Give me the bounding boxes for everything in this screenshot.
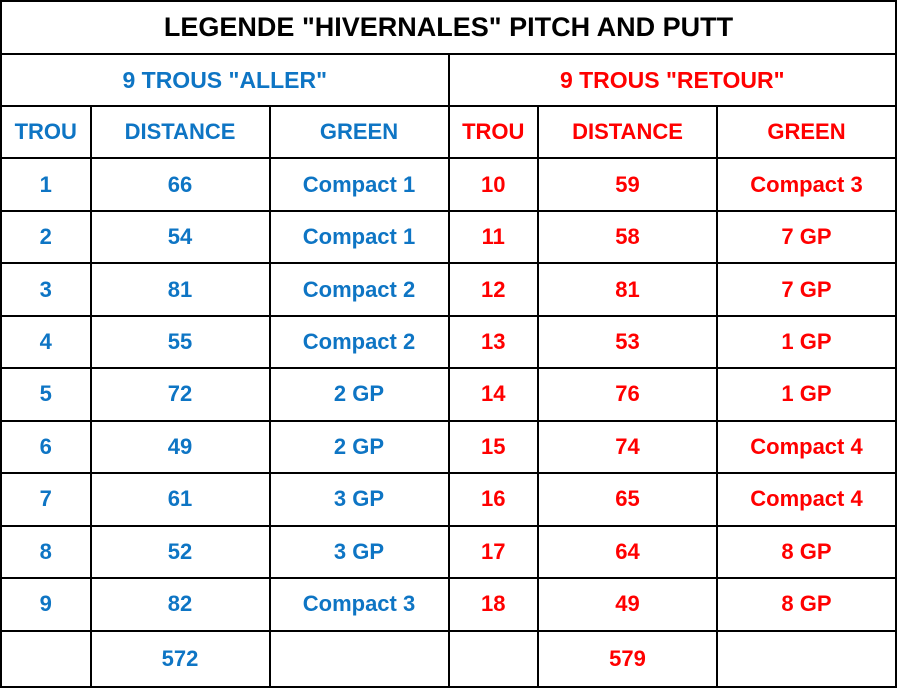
aller-green-cell: Compact 1: [268, 209, 450, 265]
aller-distance-column-header: DISTANCE: [89, 104, 271, 160]
retour-total-trou-empty-cell: [447, 629, 539, 688]
aller-green-cell: Compact 2: [268, 262, 450, 317]
aller-trou-cell: 8: [0, 524, 92, 580]
aller-total-distance-cell: 572: [89, 629, 271, 688]
retour-trou-column-header: TROU: [447, 104, 539, 160]
retour-trou-cell: 14: [447, 367, 539, 422]
retour-trou-cell: 15: [447, 419, 539, 475]
table-row: 7 61 3 GP 16 65 Compact 4: [0, 472, 897, 527]
aller-green-cell: Compact 3: [268, 577, 450, 632]
aller-green-cell: Compact 2: [268, 314, 450, 370]
aller-distance-cell: 82: [89, 577, 271, 632]
retour-green-cell: Compact 3: [716, 157, 897, 212]
retour-trou-cell: 11: [447, 209, 539, 265]
retour-green-cell: 1 GP: [716, 314, 897, 370]
retour-distance-cell: 64: [537, 524, 718, 580]
retour-green-cell: 7 GP: [716, 262, 897, 317]
retour-trou-cell: 16: [447, 472, 539, 527]
aller-trou-cell: 7: [0, 472, 92, 527]
table-body: 1 66 Compact 1 10 59 Compact 3 2 54 Compact 1 11 5…: [0, 157, 897, 632]
retour-green-cell: Compact 4: [716, 472, 897, 527]
retour-distance-column-header: DISTANCE: [537, 104, 718, 160]
aller-trou-cell: 2: [0, 209, 92, 265]
retour-distance-cell: 65: [537, 472, 718, 527]
table-row: 2 54 Compact 1 11 58 7 GP: [0, 209, 897, 265]
retour-trou-cell: 13: [447, 314, 539, 370]
aller-distance-cell: 61: [89, 472, 271, 527]
aller-green-cell: Compact 1: [268, 157, 450, 212]
aller-green-column-header: GREEN: [268, 104, 450, 160]
retour-green-cell: Compact 4: [716, 419, 897, 475]
retour-distance-cell: 74: [537, 419, 718, 475]
aller-distance-cell: 49: [89, 419, 271, 475]
aller-total-green-empty-cell: [268, 629, 450, 688]
aller-trou-cell: 3: [0, 262, 92, 317]
retour-distance-cell: 49: [537, 577, 718, 632]
aller-green-cell: 3 GP: [268, 524, 450, 580]
aller-trou-cell: 9: [0, 577, 92, 632]
table-row: 3 81 Compact 2 12 81 7 GP: [0, 262, 897, 317]
aller-trou-cell: 6: [0, 419, 92, 475]
aller-trou-cell: 4: [0, 314, 92, 370]
retour-total-green-empty-cell: [716, 629, 897, 688]
retour-trou-cell: 10: [447, 157, 539, 212]
retour-trou-cell: 17: [447, 524, 539, 580]
aller-green-cell: 2 GP: [268, 419, 450, 475]
aller-total-trou-empty-cell: [0, 629, 92, 688]
retour-distance-cell: 81: [537, 262, 718, 317]
aller-trou-cell: 5: [0, 367, 92, 422]
aller-distance-cell: 66: [89, 157, 271, 212]
aller-trou-column-header: TROU: [0, 104, 92, 160]
retour-total-distance-cell: 579: [537, 629, 718, 688]
table-row: 9 82 Compact 3 18 49 8 GP: [0, 577, 897, 632]
retour-distance-cell: 58: [537, 209, 718, 265]
aller-distance-cell: 52: [89, 524, 271, 580]
retour-green-cell: 8 GP: [716, 524, 897, 580]
table-row: 6 49 2 GP 15 74 Compact 4: [0, 419, 897, 475]
table-row: 8 52 3 GP 17 64 8 GP: [0, 524, 897, 580]
aller-distance-cell: 54: [89, 209, 271, 265]
aller-distance-cell: 72: [89, 367, 271, 422]
retour-green-cell: 1 GP: [716, 367, 897, 422]
table-row: 4 55 Compact 2 13 53 1 GP: [0, 314, 897, 370]
aller-green-cell: 3 GP: [268, 472, 450, 527]
retour-green-column-header: GREEN: [716, 104, 897, 160]
aller-distance-cell: 81: [89, 262, 271, 317]
retour-trou-cell: 18: [447, 577, 539, 632]
aller-trou-cell: 1: [0, 157, 92, 212]
retour-green-cell: 8 GP: [716, 577, 897, 632]
retour-distance-cell: 53: [537, 314, 718, 370]
section-retour-header: 9 TROUS "RETOUR": [447, 53, 897, 107]
retour-trou-cell: 12: [447, 262, 539, 317]
section-aller-header: 9 TROUS "ALLER": [0, 53, 450, 107]
retour-distance-cell: 76: [537, 367, 718, 422]
aller-distance-cell: 55: [89, 314, 271, 370]
table-title: LEGENDE "HIVERNALES" PITCH AND PUTT: [0, 0, 897, 56]
retour-green-cell: 7 GP: [716, 209, 897, 265]
table-row: 1 66 Compact 1 10 59 Compact 3: [0, 157, 897, 212]
aller-green-cell: 2 GP: [268, 367, 450, 422]
table-row: 5 72 2 GP 14 76 1 GP: [0, 367, 897, 422]
retour-distance-cell: 59: [537, 157, 718, 212]
